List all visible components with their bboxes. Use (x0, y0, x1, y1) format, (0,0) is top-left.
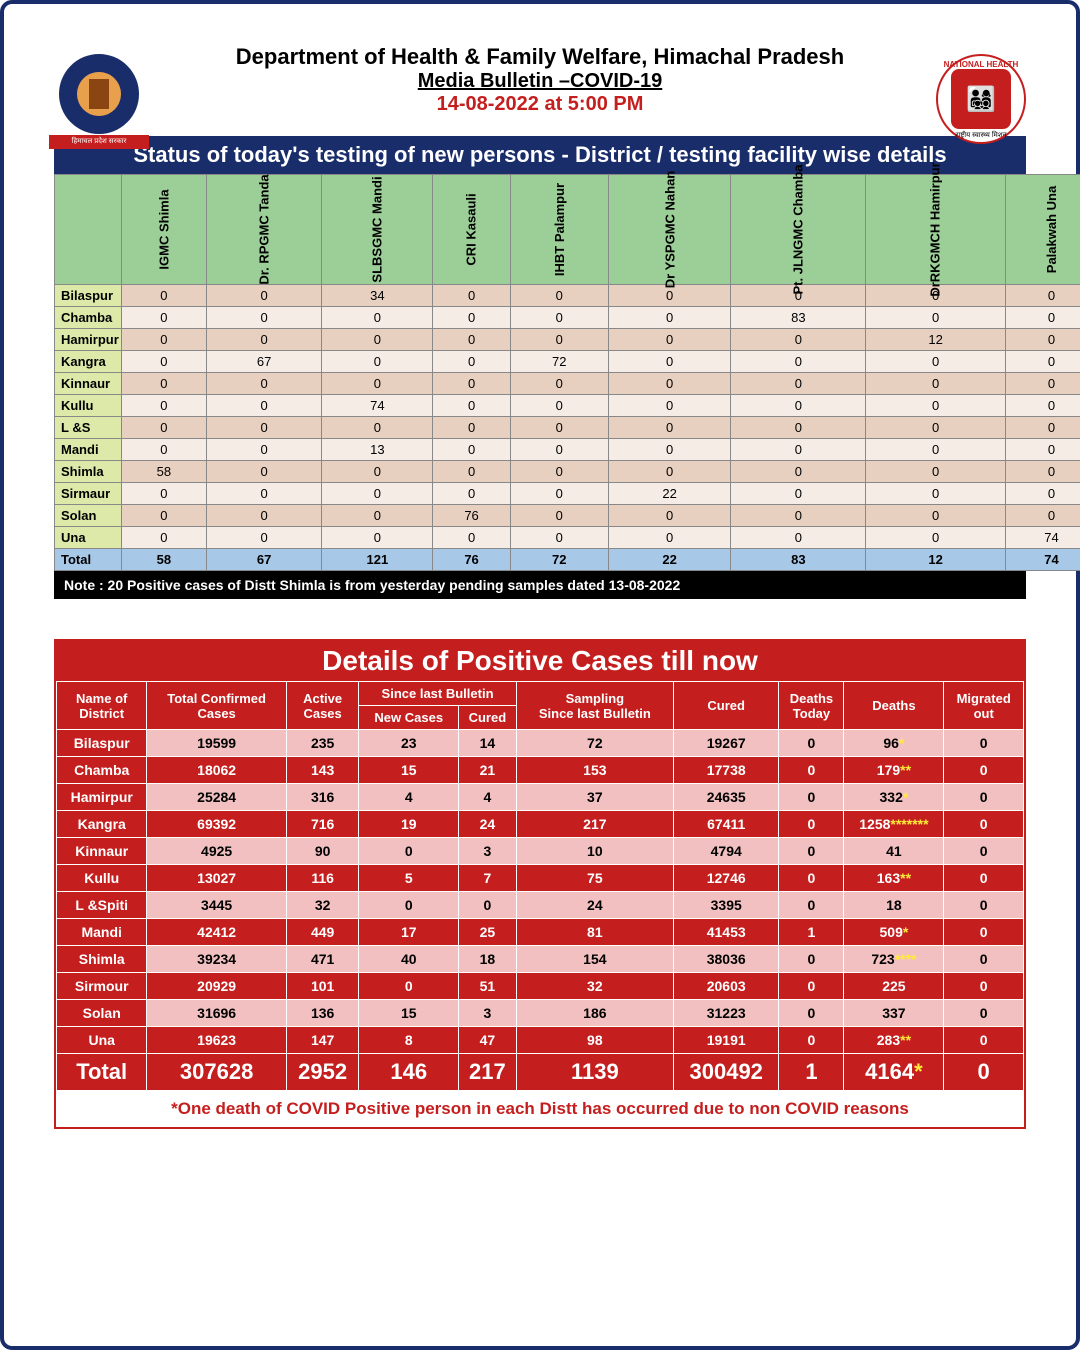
table-row: Solan00076000000110186015171 (55, 505, 1080, 527)
table-row: Hamirpur0000000120025372431 (55, 329, 1080, 351)
table1-col-header: Dr YSPGMC Nahan (608, 175, 731, 285)
table-row: Kangra06700720000078217019198 (55, 351, 1080, 373)
table1-banner: Status of today's testing of new persons… (54, 136, 1026, 174)
table2-sub-header: New Cases (359, 706, 459, 730)
table-row: L &Spiti344532002433950180 (57, 892, 1024, 919)
table1-col-header (55, 175, 122, 285)
table2-col-header: DeathsToday (779, 682, 844, 730)
table-row: Hamirpur252843164437246350332*0 (57, 784, 1024, 811)
table-row: Sirmaur0000022000010320032 (55, 483, 1080, 505)
table2-col-header: Migratedout (944, 682, 1024, 730)
table1-col-header: Pt. JLNGMC Chamba (731, 175, 866, 285)
table1-note: Note : 20 Positive cases of Distt Shimla… (54, 571, 1026, 599)
table1-col-header: DrRKGMCH Hamirpur (866, 175, 1005, 285)
bulletin-title: Media Bulletin –COVID-19 (54, 70, 1026, 93)
table-row: Una1962314784798191910283**0 (57, 1027, 1024, 1054)
table-row: Total58671217672228312742552113921261011 (55, 549, 1080, 571)
table-row: Shimla5800000000294154020134 (55, 461, 1080, 483)
table-row: Bilaspur00340000000387202349 (55, 285, 1080, 307)
nhm-text-top: NATIONAL HEALTH MISSION (938, 60, 1024, 78)
positive-cases-block: Details of Positive Cases till now Name … (54, 639, 1026, 1129)
table-row: Kinnaur000000000010100010 (55, 373, 1080, 395)
table-row: Total3076282952146217113930049214164*0 (57, 1054, 1024, 1091)
table-row: Mandi00130000000688101764 (55, 439, 1080, 461)
table-row: Chamba180621431521153177380179**0 (57, 757, 1024, 784)
positive-cases-table: Name ofDistrictTotal ConfirmedCasesActiv… (56, 681, 1024, 1091)
table1-col-header: Palakwah Una (1005, 175, 1080, 285)
table-row: Shimla392344714018154380360723****0 (57, 946, 1024, 973)
table1-col-header: IHBT Palampur (510, 175, 608, 285)
table1-col-header: Dr. RPGMC Tanda (206, 175, 321, 285)
table-row: Mandi42412449172581414531509*0 (57, 919, 1024, 946)
nhm-logo: NATIONAL HEALTH MISSION 👨‍👩‍👧‍👦 राष्ट्री… (936, 54, 1026, 144)
seal-banner-text: हिमाचल प्रदेश सरकार (49, 135, 149, 149)
table-row: Solan316961361531863122303370 (57, 1000, 1024, 1027)
table-row: Kinnaur492590031047940410 (57, 838, 1024, 865)
state-seal-logo: हिमाचल प्रदेश सरकार (54, 54, 144, 144)
bulletin-datetime: 14-08-2022 at 5:00 PM (54, 93, 1026, 116)
table2-col-header: ActiveCases (286, 682, 359, 730)
table-row: Sirmour20929101051322060302250 (57, 973, 1024, 1000)
nhm-text-bottom: राष्ट्रीय स्वास्थ्य मिशन (956, 131, 1007, 140)
table-row: Chamba0000008300070153015138 (55, 307, 1080, 329)
table2-col-header: SamplingSince last Bulletin (516, 682, 673, 730)
table2-col-header: Deaths (844, 682, 944, 730)
table2-note: *One death of COVID Positive person in e… (56, 1091, 1024, 1127)
testing-status-table: IGMC ShimlaDr. RPGMC TandaSLBSGMC MandiC… (54, 174, 1080, 571)
table2-col-header: Since last Bulletin (359, 682, 516, 706)
table1-col-header: SLBSGMC Mandi (322, 175, 433, 285)
table-row: Kangra6939271619242176741101258*******0 (57, 811, 1024, 838)
dept-title: Department of Health & Family Welfare, H… (54, 44, 1026, 70)
table-row: Bilaspur1959923523147219267096*0 (57, 730, 1024, 757)
table-row: Kullu130271165775127460163**0 (57, 865, 1024, 892)
table1-col-header: CRI Kasauli (433, 175, 510, 285)
table2-sub-header: Cured (459, 706, 517, 730)
table-row: L &S000000000024240024 (55, 417, 1080, 439)
table2-col-header: Total ConfirmedCases (147, 682, 286, 730)
table2-col-header: Cured (673, 682, 778, 730)
table-row: Kullu007400000001750570 (55, 395, 1080, 417)
table2-banner: Details of Positive Cases till now (56, 641, 1024, 681)
table-row: Una0000000074024980890 (55, 527, 1080, 549)
table2-col-header: Name ofDistrict (57, 682, 147, 730)
header: हिमाचल प्रदेश सरकार NATIONAL HEALTH MISS… (54, 44, 1026, 116)
table1-col-header: IGMC Shimla (121, 175, 206, 285)
